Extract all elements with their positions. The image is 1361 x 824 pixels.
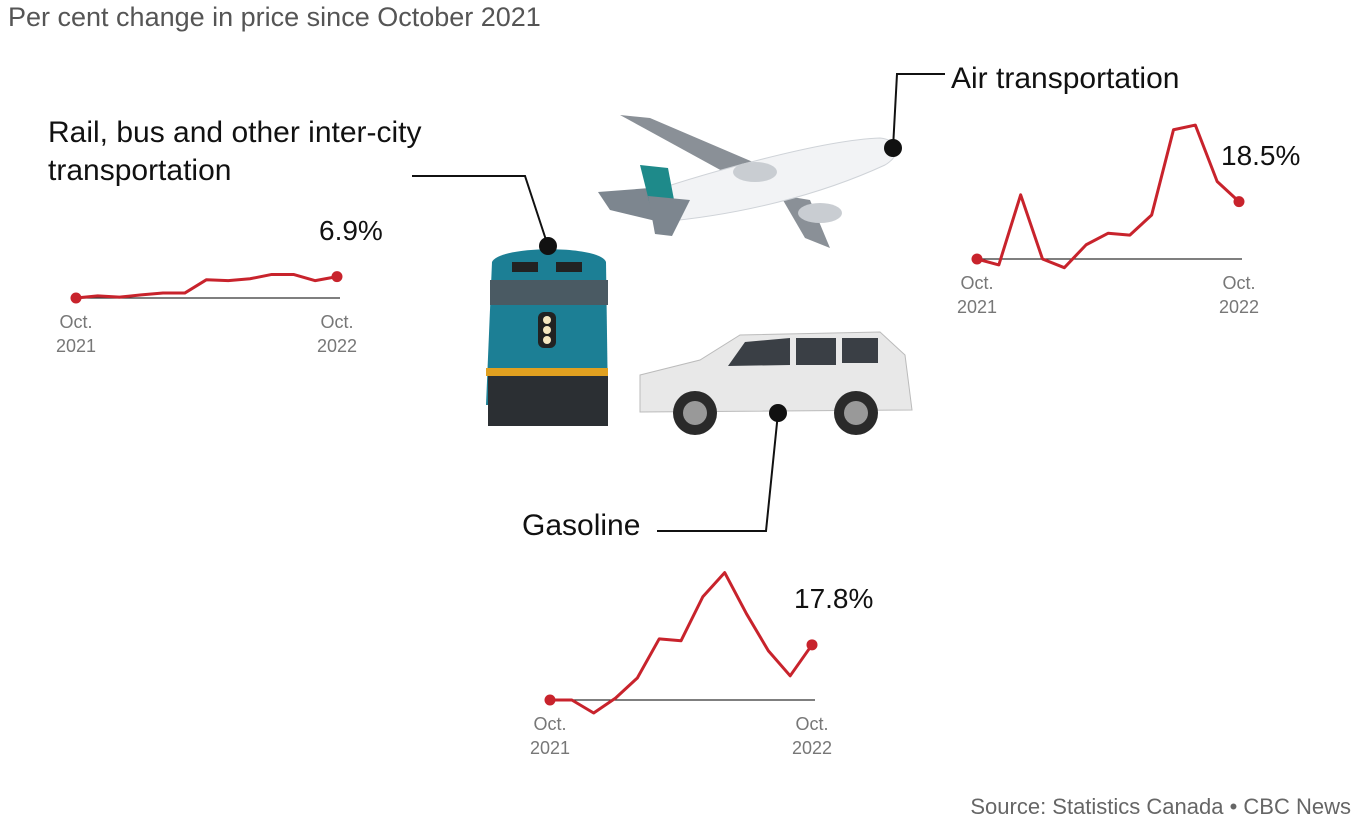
value-label: 18.5%: [1221, 139, 1301, 171]
leader-dot: [884, 139, 902, 157]
source: Source: Statistics Canada • CBC News: [970, 794, 1351, 819]
line: [75, 272, 338, 300]
leader-dot: [769, 404, 787, 422]
value-label: 17.8%: [794, 582, 874, 614]
chart-title: Air transportation: [951, 62, 1180, 95]
end-dot: [331, 271, 343, 283]
end-dot: [806, 639, 818, 651]
x-tick-label: Oct. 2021: [956, 273, 998, 317]
x-tick-label: Oct. 2022: [1218, 273, 1260, 317]
x-tick-label: Oct. 2022: [791, 714, 833, 758]
page-title: Per cent change in price since October 2…: [8, 2, 541, 32]
leader: [412, 175, 549, 247]
leader: [657, 412, 779, 532]
line: [550, 571, 814, 715]
x-tick-label: Oct. 2021: [55, 312, 97, 356]
end-dot: [70, 292, 82, 304]
line: [976, 123, 1241, 270]
end-dot: [971, 253, 983, 265]
x-tick-label: Oct. 2022: [316, 312, 358, 356]
leader-dot: [539, 237, 557, 255]
car-illustration: [639, 331, 913, 435]
x-tick-label: Oct. 2021: [529, 714, 571, 758]
end-dot: [544, 694, 556, 706]
value-label: 6.9%: [319, 214, 383, 246]
chart-title: Gasoline: [522, 509, 641, 542]
end-dot: [1233, 196, 1245, 208]
leader-lines: [412, 73, 945, 532]
plane-illustration: [598, 115, 897, 248]
chart-title: Rail, bus and other inter-city transport…: [48, 116, 422, 187]
leader: [892, 73, 945, 149]
train-illustration: [486, 249, 608, 426]
